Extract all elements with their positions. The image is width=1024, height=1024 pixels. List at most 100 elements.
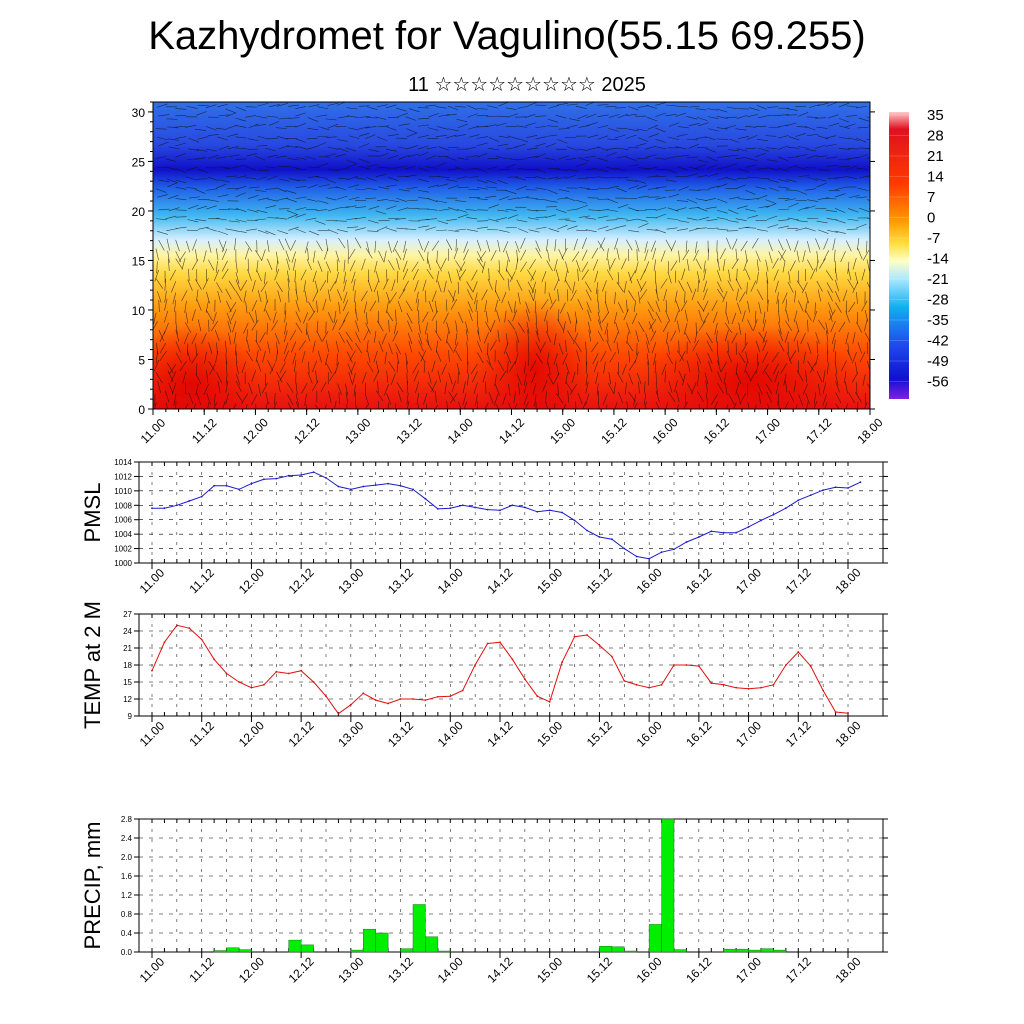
wind-vector: [807, 240, 811, 253]
wind-vector: [748, 107, 760, 111]
wind-vector: [713, 401, 718, 409]
wind-vector: [735, 362, 738, 375]
wind-vector: [846, 105, 858, 108]
wind-vector: [555, 114, 567, 119]
wind-vector: [378, 340, 384, 353]
wind-vector: [295, 322, 303, 334]
wind-vector: [628, 290, 635, 301]
wind-vector: [786, 239, 792, 251]
x-tick-label: 14.12: [484, 565, 515, 596]
wind-vector: [475, 299, 478, 312]
wind-vector: [316, 114, 328, 117]
wind-vector: [834, 186, 846, 191]
wind-vector: [208, 259, 215, 271]
wind-vector: [643, 393, 647, 406]
wind-vector: [305, 404, 308, 409]
wind-vector: [446, 239, 453, 251]
wind-vector: [807, 259, 814, 271]
wind-vector: [287, 278, 290, 291]
wind-vector: [291, 251, 296, 263]
wind-vector: [615, 322, 620, 334]
wind-vector: [675, 146, 687, 150]
x-tick-label: 18.00: [832, 565, 863, 596]
x-tick-label: 11.12: [189, 416, 220, 447]
wind-vector: [507, 214, 519, 219]
wind-vector: [767, 106, 779, 108]
x-tick-label: 15.00: [547, 415, 578, 446]
wind-vector: [168, 194, 179, 200]
wind-vector: [441, 363, 447, 375]
wind-vector: [674, 290, 678, 303]
wind-vector: [817, 197, 829, 201]
wind-vector: [856, 402, 859, 409]
wind-vector: [415, 381, 419, 394]
wind-vector: [437, 183, 449, 187]
wind-vector: [615, 134, 626, 139]
wind-vector: [801, 282, 808, 294]
wind-vector: [558, 343, 564, 355]
wind-vector: [396, 165, 408, 169]
wind-vector: [245, 241, 253, 252]
wind-vector: [182, 371, 187, 384]
wind-vector: [175, 329, 180, 342]
wind-vector: [746, 135, 758, 140]
wind-vector: [697, 279, 699, 292]
wind-vector: [823, 250, 830, 262]
wind-vector: [324, 248, 329, 260]
wind-vector: [316, 142, 327, 147]
wind-vector: [316, 240, 323, 252]
wind-vector: [431, 310, 438, 322]
wind-vector: [825, 322, 829, 335]
wind-vector: [835, 362, 837, 375]
wind-vector: [786, 108, 798, 111]
wind-vector: [477, 220, 489, 222]
wind-vector: [750, 370, 757, 382]
wind-vector: [245, 404, 248, 409]
wind-vector: [617, 176, 629, 179]
wind-vector: [164, 290, 167, 303]
wind-vector: [293, 360, 297, 373]
wind-vector: [736, 205, 748, 209]
temp-point: [300, 669, 303, 672]
pmsl-point: [337, 485, 340, 488]
wind-vector: [516, 185, 527, 191]
wind-vector: [558, 155, 569, 160]
wind-vector: [778, 186, 790, 189]
wind-vector: [487, 218, 499, 222]
wind-vector: [692, 339, 700, 351]
wind-vector: [235, 185, 247, 190]
wind-vector: [608, 127, 619, 132]
wind-vector: [773, 269, 779, 281]
wind-vector: [678, 220, 690, 223]
temp-point: [685, 664, 688, 666]
wind-vector: [498, 168, 510, 171]
wind-vector: [448, 271, 452, 284]
wind-vector: [158, 141, 169, 147]
wind-vector: [608, 114, 620, 118]
wind-vector: [586, 122, 598, 126]
wind-vector: [497, 143, 509, 147]
wind-vector: [807, 176, 818, 181]
wind-vector: [322, 298, 327, 311]
wind-vector: [813, 400, 818, 409]
wind-vector: [644, 381, 646, 394]
wind-vector: [156, 261, 158, 274]
wind-vector: [477, 329, 481, 342]
wind-vector: [375, 270, 380, 283]
wind-vector: [725, 312, 730, 325]
wind-vector: [398, 123, 410, 126]
wind-vector: [495, 155, 507, 160]
wind-vector: [714, 322, 718, 335]
wind-vector: [375, 116, 387, 120]
precip-bar: [648, 924, 662, 953]
wind-vector: [646, 105, 658, 109]
wind-vector: [463, 401, 468, 409]
temp-point: [374, 699, 377, 702]
wind-vector: [646, 166, 658, 170]
wind-vector: [862, 374, 866, 386]
wind-vector: [338, 147, 349, 153]
wind-vector: [785, 309, 790, 322]
wind-vector: [532, 383, 537, 395]
wind-vector: [691, 382, 697, 394]
wind-vector: [647, 175, 659, 178]
